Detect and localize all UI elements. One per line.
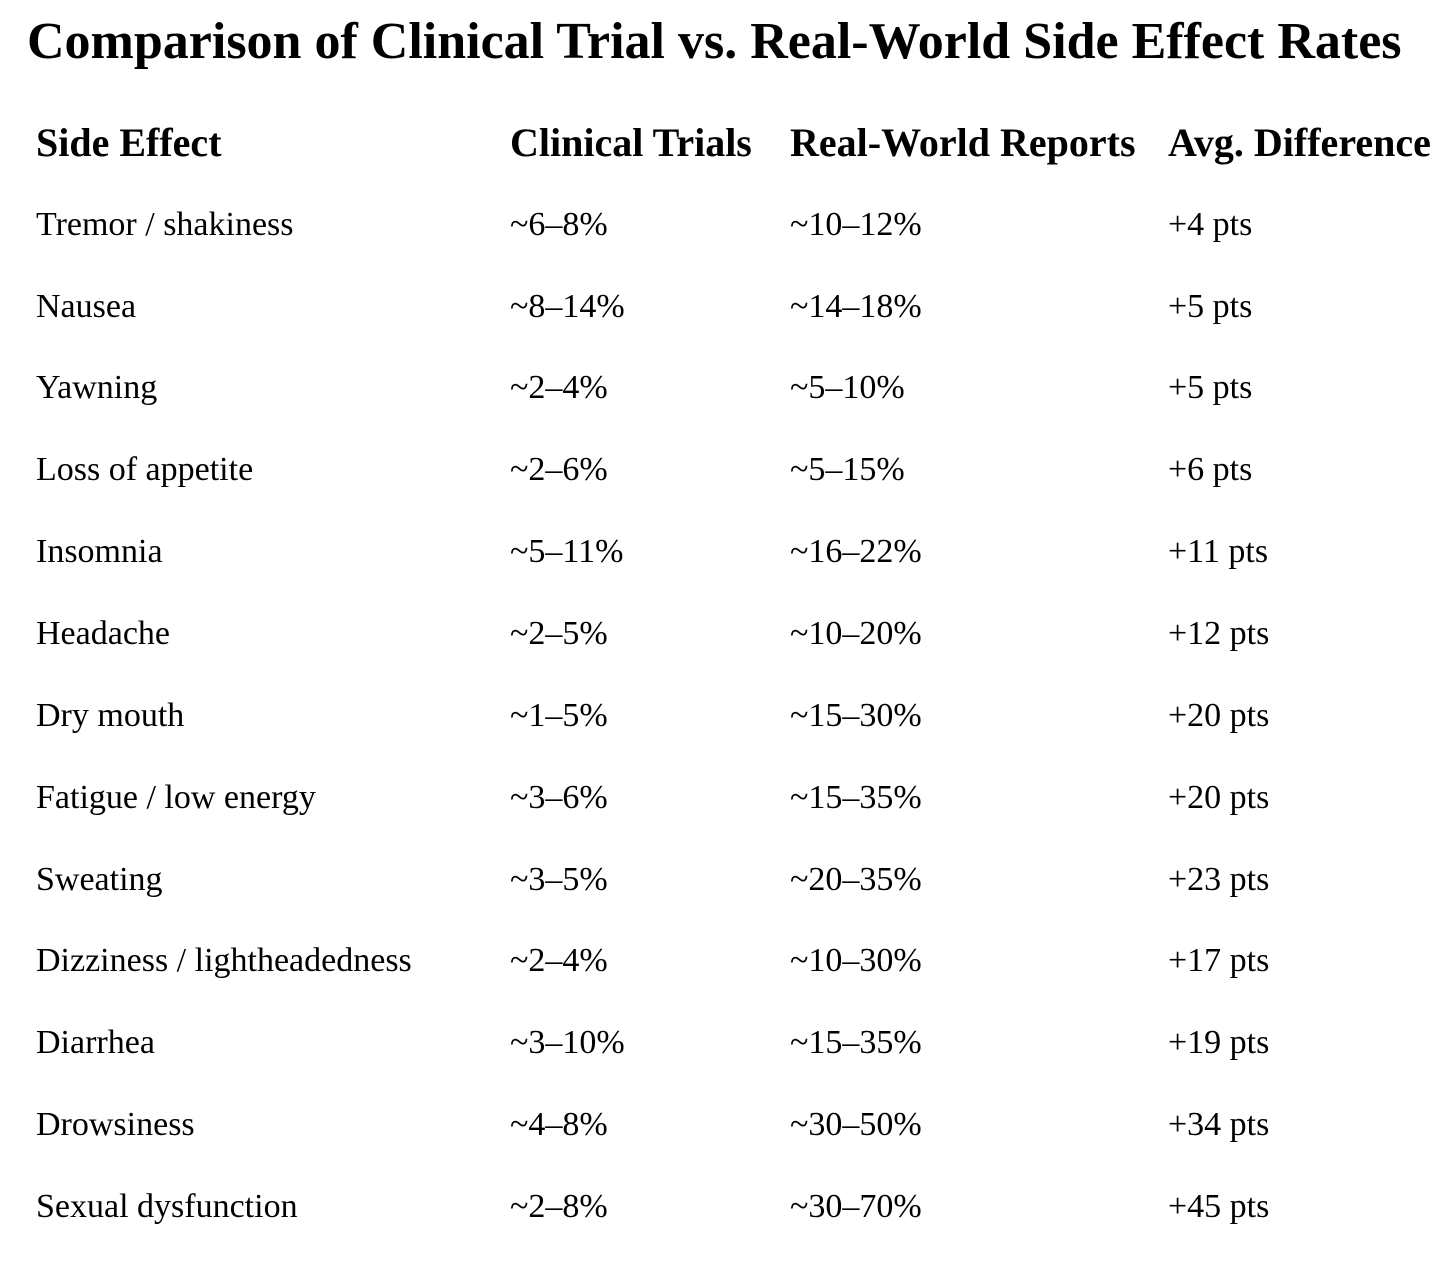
cell-clinical-trials: ~3–10% [510,1024,625,1062]
cell-clinical-trials: ~8–14% [510,287,625,325]
cell-clinical-trials: ~3–6% [510,778,608,816]
table-row: Headache ~2–5% ~10–20% +12 pts [0,593,1456,675]
page-title: Comparison of Clinical Trial vs. Real-Wo… [27,13,1402,70]
cell-side-effect: Sweating [36,860,163,898]
cell-clinical-trials: ~2–6% [510,451,608,489]
table-row: Dizziness / lightheadedness ~2–4% ~10–30… [0,920,1456,1002]
cell-side-effect: Dizziness / lightheadedness [36,942,412,980]
cell-side-effect: Nausea [36,287,137,325]
cell-real-world-reports: ~30–70% [790,1187,922,1225]
cell-clinical-trials: ~6–8% [510,205,608,243]
table-row: Diarrhea ~3–10% ~15–35% +19 pts [0,1002,1456,1084]
cell-avg-difference: +11 pts [1168,533,1269,571]
cell-clinical-trials: ~4–8% [510,1106,608,1144]
table-row: Drowsiness ~4–8% ~30–50% +34 pts [0,1084,1456,1166]
cell-avg-difference: +20 pts [1168,778,1270,816]
column-header-side-effect: Side Effect [36,120,222,166]
cell-real-world-reports: ~20–35% [790,860,922,898]
cell-side-effect: Sexual dysfunction [36,1187,298,1225]
cell-real-world-reports: ~30–50% [790,1106,922,1144]
cell-side-effect: Yawning [36,369,158,407]
table-row: Nausea ~8–14% ~14–18% +5 pts [0,266,1456,348]
cell-clinical-trials: ~2–5% [510,614,608,652]
cell-avg-difference: +45 pts [1168,1187,1270,1225]
cell-clinical-trials: ~5–11% [510,533,624,571]
side-effects-table: Side Effect Clinical Trials Real-World R… [0,102,1456,1248]
cell-clinical-trials: ~2–4% [510,942,608,980]
table-row: Sweating ~3–5% ~20–35% +23 pts [0,839,1456,921]
table-body: Tremor / shakiness ~6–8% ~10–12% +4 pts … [0,184,1456,1248]
cell-clinical-trials: ~2–8% [510,1187,608,1225]
cell-real-world-reports: ~16–22% [790,533,922,571]
cell-avg-difference: +17 pts [1168,942,1270,980]
cell-real-world-reports: ~5–10% [790,369,905,407]
cell-real-world-reports: ~15–30% [790,696,922,734]
cell-side-effect: Fatigue / low energy [36,778,316,816]
cell-real-world-reports: ~10–12% [790,205,922,243]
cell-avg-difference: +4 pts [1168,205,1253,243]
cell-real-world-reports: ~15–35% [790,778,922,816]
table-row: Yawning ~2–4% ~5–10% +5 pts [0,348,1456,430]
table-row: Loss of appetite ~2–6% ~5–15% +6 pts [0,429,1456,511]
cell-avg-difference: +19 pts [1168,1024,1270,1062]
cell-side-effect: Tremor / shakiness [36,205,294,243]
cell-real-world-reports: ~14–18% [790,287,922,325]
cell-clinical-trials: ~3–5% [510,860,608,898]
cell-real-world-reports: ~5–15% [790,451,905,489]
cell-side-effect: Loss of appetite [36,451,254,489]
cell-side-effect: Diarrhea [36,1024,155,1062]
cell-avg-difference: +12 pts [1168,614,1270,652]
column-header-real-world-reports: Real-World Reports [790,120,1136,166]
table-header-row: Side Effect Clinical Trials Real-World R… [0,102,1456,184]
cell-avg-difference: +34 pts [1168,1106,1270,1144]
cell-clinical-trials: ~1–5% [510,696,608,734]
cell-side-effect: Drowsiness [36,1106,195,1144]
cell-avg-difference: +5 pts [1168,287,1253,325]
column-header-clinical-trials: Clinical Trials [510,120,752,166]
column-header-avg-difference: Avg. Difference [1168,120,1431,166]
cell-avg-difference: +5 pts [1168,369,1253,407]
cell-real-world-reports: ~10–30% [790,942,922,980]
cell-real-world-reports: ~15–35% [790,1024,922,1062]
cell-side-effect: Dry mouth [36,696,185,734]
table-row: Fatigue / low energy ~3–6% ~15–35% +20 p… [0,757,1456,839]
table-row: Sexual dysfunction ~2–8% ~30–70% +45 pts [0,1166,1456,1248]
table-row: Tremor / shakiness ~6–8% ~10–12% +4 pts [0,184,1456,266]
cell-side-effect: Insomnia [36,533,163,571]
cell-avg-difference: +6 pts [1168,451,1253,489]
cell-avg-difference: +20 pts [1168,696,1270,734]
table-row: Insomnia ~5–11% ~16–22% +11 pts [0,511,1456,593]
cell-avg-difference: +23 pts [1168,860,1270,898]
table-row: Dry mouth ~1–5% ~15–30% +20 pts [0,675,1456,757]
cell-real-world-reports: ~10–20% [790,614,922,652]
cell-side-effect: Headache [36,614,171,652]
page: Comparison of Clinical Trial vs. Real-Wo… [0,12,1456,1248]
cell-clinical-trials: ~2–4% [510,369,608,407]
